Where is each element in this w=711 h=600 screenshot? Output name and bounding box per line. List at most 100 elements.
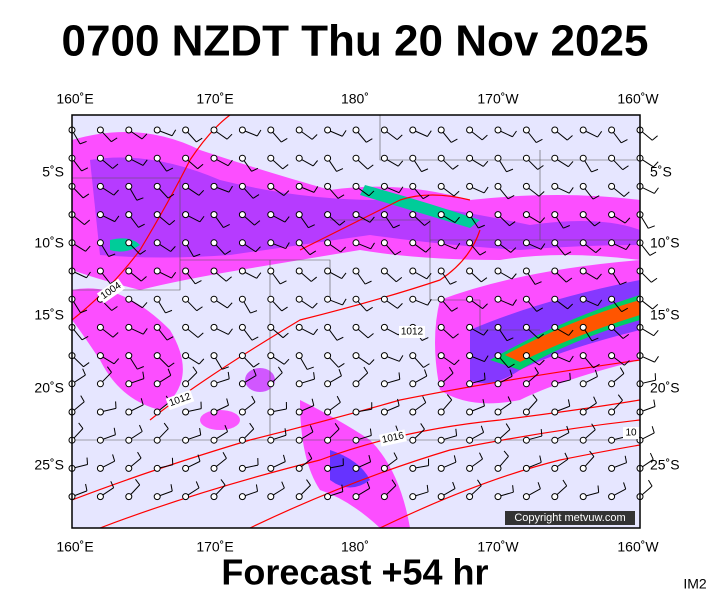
- barb-shaft: [192, 366, 198, 373]
- lat-label: 10˚S: [650, 235, 680, 251]
- barb-station: [608, 295, 616, 303]
- barb-shaft: [624, 455, 628, 463]
- barb-shaft: [368, 359, 375, 365]
- barb-station: [409, 267, 417, 275]
- barb-shaft: [398, 355, 404, 362]
- barb-shaft: [539, 217, 546, 224]
- barb-shaft: [567, 161, 574, 168]
- barb-shaft: [83, 362, 90, 368]
- barb-station: [295, 154, 303, 162]
- barb-shaft: [397, 303, 403, 309]
- barb-station: [238, 126, 246, 134]
- lat-labels-right: 5˚S 10˚S 15˚S 20˚S 25˚S: [650, 164, 680, 473]
- barb-shaft: [312, 302, 318, 309]
- barb-shaft: [420, 423, 425, 430]
- barb-station: [494, 126, 502, 134]
- barb-shaft: [593, 396, 597, 404]
- barb-station: [96, 154, 104, 162]
- barb-shaft: [567, 399, 571, 407]
- barb-shaft: [334, 423, 340, 430]
- barb-station: [324, 380, 332, 388]
- barb-shaft: [624, 360, 630, 366]
- barb-shaft: [167, 368, 172, 376]
- barb-shaft: [566, 277, 573, 283]
- barb-station: [267, 239, 275, 247]
- barb-station: [466, 239, 474, 247]
- barb-station: [551, 154, 559, 162]
- barb-station: [324, 493, 332, 501]
- barb-shaft: [254, 220, 261, 226]
- barb-station: [522, 295, 530, 303]
- barb-shaft: [111, 137, 118, 143]
- barb-station: [494, 464, 502, 472]
- barb-station: [551, 126, 559, 134]
- barb-station: [125, 436, 133, 444]
- barb-station: [125, 267, 133, 275]
- barb-station: [153, 154, 161, 162]
- barb-station: [352, 126, 360, 134]
- barb-shaft: [113, 427, 116, 435]
- barb-shaft: [198, 358, 205, 365]
- map-frame: [71, 114, 641, 529]
- barb-shaft: [253, 362, 260, 368]
- barb-shaft: [113, 358, 120, 365]
- barb-station: [522, 323, 530, 331]
- barb-shaft: [283, 358, 290, 365]
- barb-shaft: [197, 454, 201, 462]
- barb-station: [494, 380, 502, 388]
- barb-shaft: [112, 332, 119, 338]
- barb-shaft: [307, 366, 314, 370]
- barb-shaft: [452, 481, 456, 489]
- barb-station: [579, 493, 587, 501]
- barb-station: [295, 295, 303, 303]
- barb-shaft: [426, 272, 432, 280]
- barb-station: [380, 154, 388, 162]
- map: 1004 1012 1012 1016 10 Copyright metvuw.…: [68, 114, 659, 529]
- barb-shaft: [649, 251, 657, 256]
- barb-station: [125, 352, 133, 360]
- barb-station: [96, 380, 104, 388]
- barb-station: [522, 211, 530, 219]
- barb-station: [295, 239, 303, 247]
- barb-shaft: [569, 372, 571, 380]
- barb-shaft: [285, 242, 290, 249]
- barb-shaft: [421, 337, 429, 341]
- barb-station: [210, 493, 218, 501]
- barb-shaft: [363, 366, 369, 374]
- barb-shaft: [313, 372, 315, 380]
- lon-label: 180˚: [341, 91, 369, 107]
- barb-shaft: [483, 372, 486, 380]
- barb-shaft: [311, 398, 315, 406]
- barb-station: [352, 211, 360, 219]
- barb-shaft: [277, 366, 283, 373]
- barb-shaft: [310, 276, 318, 282]
- barb-station: [466, 126, 474, 134]
- barb-shaft: [142, 159, 148, 166]
- barb-shaft: [567, 303, 574, 310]
- barb-station: [380, 239, 388, 247]
- barb-station: [494, 352, 502, 360]
- barb-shaft: [251, 167, 259, 172]
- barb-station: [96, 436, 104, 444]
- barb-shaft: [82, 368, 86, 376]
- barb-shaft: [421, 168, 429, 173]
- barb-shaft: [532, 394, 538, 401]
- barb-shaft: [395, 276, 403, 283]
- barb-shaft: [648, 479, 653, 487]
- barb-shaft: [427, 298, 432, 306]
- barb-station: [324, 436, 332, 444]
- barb-shaft: [564, 251, 572, 256]
- barb-station: [267, 352, 275, 360]
- barb-shaft: [224, 425, 229, 432]
- barb-station: [380, 323, 388, 331]
- barb-station: [579, 126, 587, 134]
- barb-shaft: [653, 187, 659, 194]
- barb-station: [380, 408, 388, 416]
- barb-shaft: [225, 276, 232, 282]
- barb-station: [551, 267, 559, 275]
- barb-station: [380, 211, 388, 219]
- barb-station: [522, 493, 530, 501]
- barb-shaft: [110, 481, 115, 488]
- barb-shaft: [226, 398, 229, 406]
- barb-shaft: [163, 422, 169, 429]
